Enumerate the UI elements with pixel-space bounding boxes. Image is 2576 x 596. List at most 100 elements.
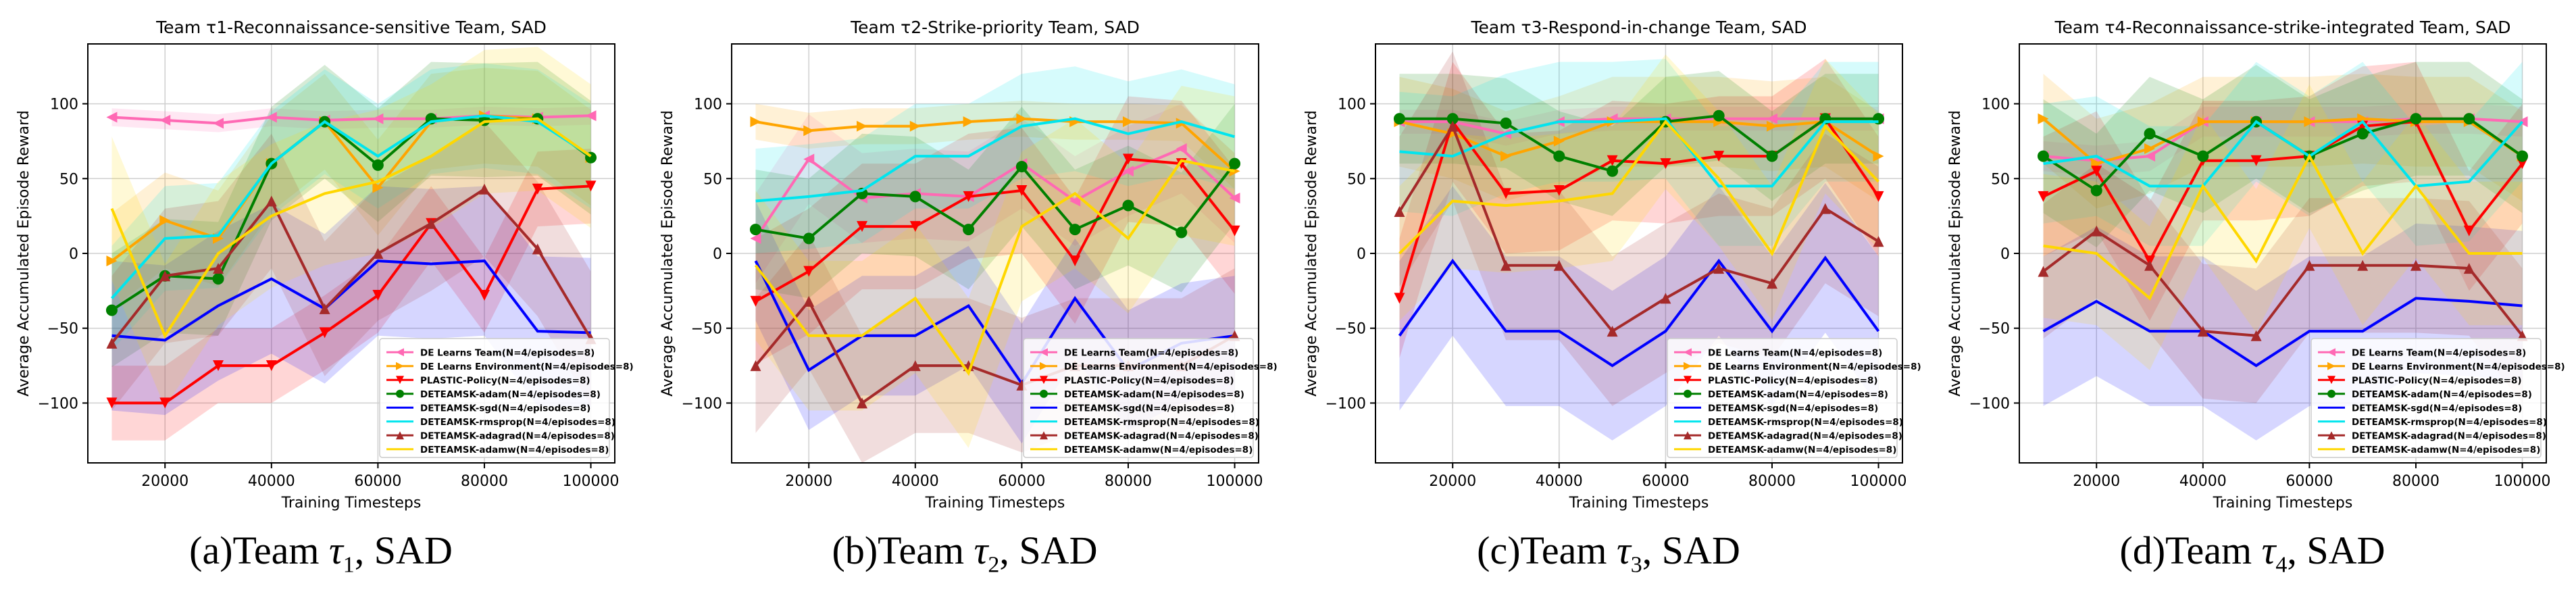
series-line bbox=[111, 114, 592, 262]
data-point bbox=[1176, 118, 1187, 129]
series-band bbox=[2043, 164, 2523, 403]
data-point bbox=[2038, 266, 2049, 277]
data-point bbox=[106, 337, 118, 349]
legend-label: DETEAMSK-adamw(N=4/episodes=8) bbox=[1708, 445, 1896, 455]
legend-label: DETEAMSK-rmsprop(N=4/episodes=8) bbox=[420, 417, 615, 428]
caption-d: (d)Team τ4, SAD bbox=[1931, 520, 2573, 581]
data-point bbox=[1176, 226, 1188, 239]
y-tick-label: 100 bbox=[50, 97, 78, 114]
legend-marker bbox=[1684, 348, 1692, 357]
data-point bbox=[2197, 150, 2209, 162]
legend-label: DE Learns Environment(N=4/episodes=8) bbox=[1064, 362, 1278, 372]
series-band bbox=[2043, 84, 2523, 370]
legend-marker bbox=[1040, 348, 1048, 357]
x-axis-label: Training Timesteps bbox=[281, 495, 422, 512]
data-point bbox=[372, 182, 384, 193]
data-point bbox=[1069, 195, 1081, 207]
series-band bbox=[1399, 54, 1879, 321]
data-point bbox=[1229, 157, 1241, 170]
data-point bbox=[963, 116, 974, 128]
data-point bbox=[909, 191, 921, 203]
series-line bbox=[1398, 255, 1880, 368]
y-axis-label: Average Accumulated Episode Reward bbox=[16, 110, 32, 397]
caption-suffix: , SAD bbox=[354, 528, 453, 572]
legend-label: DETEAMSK-rmsprop(N=4/episodes=8) bbox=[1064, 417, 1259, 428]
data-point bbox=[750, 295, 761, 307]
legend-label: PLASTIC-Policy(N=4/episodes=8) bbox=[420, 375, 590, 386]
data-point bbox=[1500, 151, 1512, 162]
data-point bbox=[1122, 199, 1134, 212]
series-line bbox=[1398, 123, 1879, 333]
series-band bbox=[1399, 59, 1879, 246]
legend-label: PLASTIC-Policy(N=4/episodes=8) bbox=[2352, 375, 2522, 386]
legend-label: DETEAMSK-adagrad(N=4/episodes=8) bbox=[1708, 430, 1902, 441]
data-point bbox=[1015, 161, 1028, 173]
data-point bbox=[532, 183, 543, 195]
x-tick-label: 80000 bbox=[461, 473, 508, 490]
legend-box bbox=[379, 338, 610, 458]
legend-label: DE Learns Environment(N=4/episodes=8) bbox=[1708, 362, 1921, 372]
caption-suffix: , SAD bbox=[2287, 528, 2385, 572]
data-point bbox=[585, 180, 597, 192]
data-point bbox=[803, 153, 815, 165]
legend: DE Learns Team(N=4/episodes=8) DE Learns … bbox=[1667, 338, 1921, 458]
series-band bbox=[755, 103, 1235, 299]
y-tick-label: −100 bbox=[1969, 395, 2010, 412]
series-line bbox=[754, 147, 1236, 240]
legend-label: DETEAMSK-adam(N=4/episodes=8) bbox=[2352, 389, 2532, 400]
series-band bbox=[111, 149, 591, 441]
data-point bbox=[1069, 224, 1081, 236]
x-tick-label: 80000 bbox=[2392, 473, 2440, 490]
legend-box bbox=[1667, 338, 1898, 458]
series-line bbox=[2042, 297, 2523, 368]
series-line bbox=[755, 117, 1236, 203]
x-tick-label: 60000 bbox=[998, 473, 1045, 490]
x-tick-label: 20000 bbox=[141, 473, 188, 490]
data-point bbox=[2144, 143, 2156, 154]
data-point bbox=[213, 263, 224, 274]
data-point bbox=[1393, 113, 1405, 125]
data-point bbox=[803, 125, 815, 136]
data-point bbox=[1394, 293, 1405, 304]
data-point bbox=[750, 232, 761, 244]
data-point bbox=[2463, 113, 2475, 125]
data-point bbox=[2463, 263, 2475, 274]
caption-symbol: τ bbox=[974, 528, 988, 572]
x-tick-label: 80000 bbox=[1748, 473, 1796, 490]
data-point bbox=[909, 221, 921, 232]
data-point bbox=[2144, 128, 2156, 140]
series-line bbox=[755, 162, 1236, 241]
data-point bbox=[2517, 150, 2529, 162]
series-band bbox=[111, 122, 591, 411]
series-line bbox=[2043, 120, 2523, 188]
legend-box bbox=[2310, 338, 2542, 458]
caption-symbol: τ bbox=[2261, 528, 2276, 572]
data-point bbox=[749, 224, 761, 236]
legend-marker bbox=[1040, 376, 1048, 384]
series-line bbox=[111, 259, 591, 342]
data-point bbox=[1766, 150, 1778, 162]
caption-b: (b)Team τ2, SAD bbox=[644, 520, 1286, 581]
data-point bbox=[105, 304, 118, 316]
chart-title: Team τ2-Strike-priority Team, SAD bbox=[850, 18, 1140, 37]
data-point bbox=[2091, 225, 2102, 237]
data-point bbox=[1873, 236, 1884, 247]
series-band bbox=[1399, 107, 1879, 146]
series-band bbox=[2043, 74, 2523, 209]
data-point bbox=[319, 327, 330, 339]
caption-suffix: , SAD bbox=[999, 528, 1098, 572]
legend-label: DE Learns Team(N=4/episodes=8) bbox=[2352, 347, 2526, 358]
x-tick-label: 80000 bbox=[1105, 473, 1152, 490]
x-tick-label: 40000 bbox=[1536, 473, 1583, 490]
legend-label: PLASTIC-Policy(N=4/episodes=8) bbox=[1064, 375, 1234, 386]
data-point bbox=[1500, 259, 1512, 271]
chart-panel-1: 20000 40000 60000 80000 100000 −100 −50 0 50 100 T… bbox=[16, 18, 634, 512]
caption-a: (a)Team τ1, SAD bbox=[0, 520, 642, 581]
data-point bbox=[1766, 278, 1777, 289]
series-line bbox=[755, 157, 1236, 303]
data-point bbox=[1394, 206, 1405, 217]
legend-label: DE Learns Environment(N=4/episodes=8) bbox=[420, 362, 634, 372]
x-tick-label: 20000 bbox=[2073, 473, 2120, 490]
series-line bbox=[110, 117, 592, 339]
